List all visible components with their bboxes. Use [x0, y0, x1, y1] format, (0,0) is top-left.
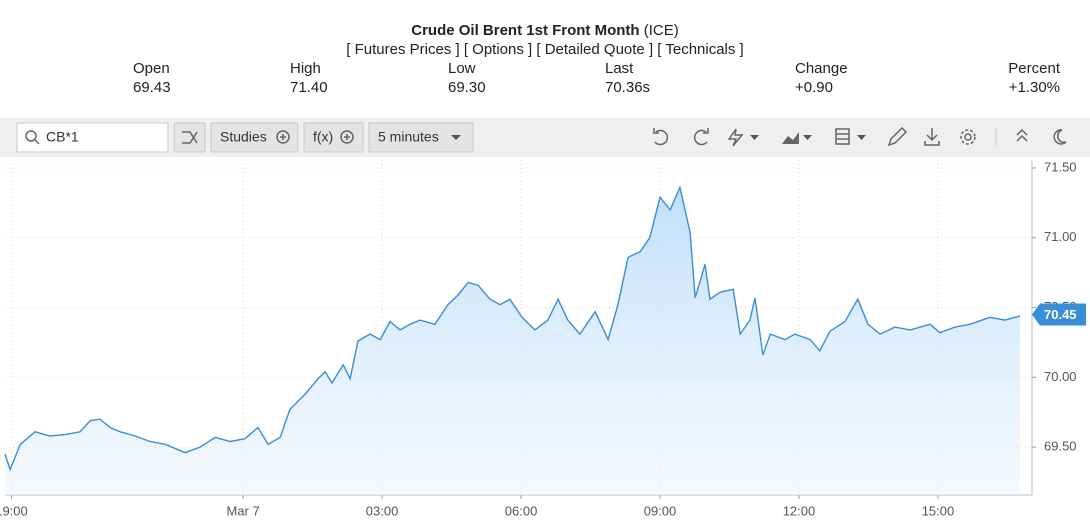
area [5, 187, 1020, 495]
compare-button[interactable] [173, 122, 206, 153]
settings-icon [960, 129, 976, 145]
template-icon [836, 133, 849, 140]
quote-value: +1.30% [1009, 79, 1060, 96]
theme-icon[interactable] [1053, 129, 1067, 145]
last-price-label: 70.45 [1044, 307, 1077, 322]
dropdown-icon [451, 135, 461, 140]
shuffle-icon [182, 131, 198, 144]
plus-icon [344, 134, 350, 140]
x-tick-label: Mar 7 [226, 503, 259, 518]
quote-value: 69.43 [133, 79, 171, 96]
x-tick-label: 09:00 [644, 503, 677, 518]
studies-text: Studies [220, 129, 267, 145]
quote-label: Percent [1008, 60, 1061, 77]
dropdown-icon [750, 135, 759, 140]
symbol-text: CB*1 [46, 129, 79, 145]
title: Crude Oil Brent 1st Front Month (ICE) [411, 22, 679, 39]
quote-label: Last [605, 60, 634, 77]
x-tick-label: 03:00 [366, 503, 399, 518]
search-icon [34, 139, 40, 145]
redo-icon[interactable] [693, 128, 709, 146]
dropdown-icon [803, 135, 812, 140]
quote: Open 69.43 High 71.40 Low 69.30 Last 70.36s Chan… [133, 60, 1061, 96]
title-name: Crude Oil Brent 1st Front Month [411, 22, 639, 39]
interval-text: 5 minutes [378, 129, 439, 145]
plus-icon [280, 134, 286, 140]
quote-label: Change [795, 60, 848, 77]
symbol-input[interactable] [16, 122, 169, 153]
quote-value: 71.40 [290, 79, 328, 96]
x-tick-label: 19:00 [0, 503, 28, 518]
last-price-badge [1032, 303, 1086, 326]
y-tick-label: 69.50 [1044, 439, 1077, 454]
fx-text: f(x) [313, 129, 333, 145]
x-tick-label: 12:00 [783, 503, 816, 518]
plus-icon [340, 130, 354, 144]
price-line [4, 185, 1021, 472]
chart-type-icon[interactable] [782, 132, 799, 144]
template-icon[interactable] [835, 128, 850, 145]
link[interactable]: [ Technicals ] [657, 41, 743, 58]
flash-icon[interactable] [727, 128, 744, 147]
toolbar-icons [653, 126, 1067, 147]
x-tick-label: 15:00 [922, 503, 955, 518]
plus-icon [276, 130, 290, 144]
draw-icon[interactable] [887, 126, 908, 147]
y-tick-label: 70.00 [1044, 369, 1077, 384]
undo-icon[interactable] [653, 128, 669, 146]
x-tick-label: 06:00 [505, 503, 538, 518]
settings-icon[interactable] [964, 133, 972, 141]
link[interactable]: [ Futures Prices ] [346, 41, 459, 58]
quote-label: Open [133, 60, 170, 77]
link[interactable]: [ Detailed Quote ] [536, 41, 653, 58]
link[interactable]: [ Options ] [464, 41, 532, 58]
y-tick-label: 71.00 [1044, 229, 1077, 244]
dropdown-icon [857, 135, 866, 140]
quote-label: High [290, 60, 321, 77]
collapse-icon[interactable] [1016, 128, 1028, 142]
y-tick-label: 71.50 [1044, 159, 1077, 174]
quote-value: 70.36s [605, 79, 650, 96]
links-line: [ Futures Prices ] [ Options ] [ Detaile… [346, 41, 743, 58]
download-icon[interactable] [924, 128, 940, 146]
links: [ Futures Prices ] [ Options ] [ Detaile… [346, 41, 743, 58]
quote-value: +0.90 [795, 79, 833, 96]
quote-label: Low [448, 60, 476, 77]
search-icon [25, 130, 37, 142]
exchange: (ICE) [644, 22, 679, 39]
quote-value: 69.30 [448, 79, 486, 96]
